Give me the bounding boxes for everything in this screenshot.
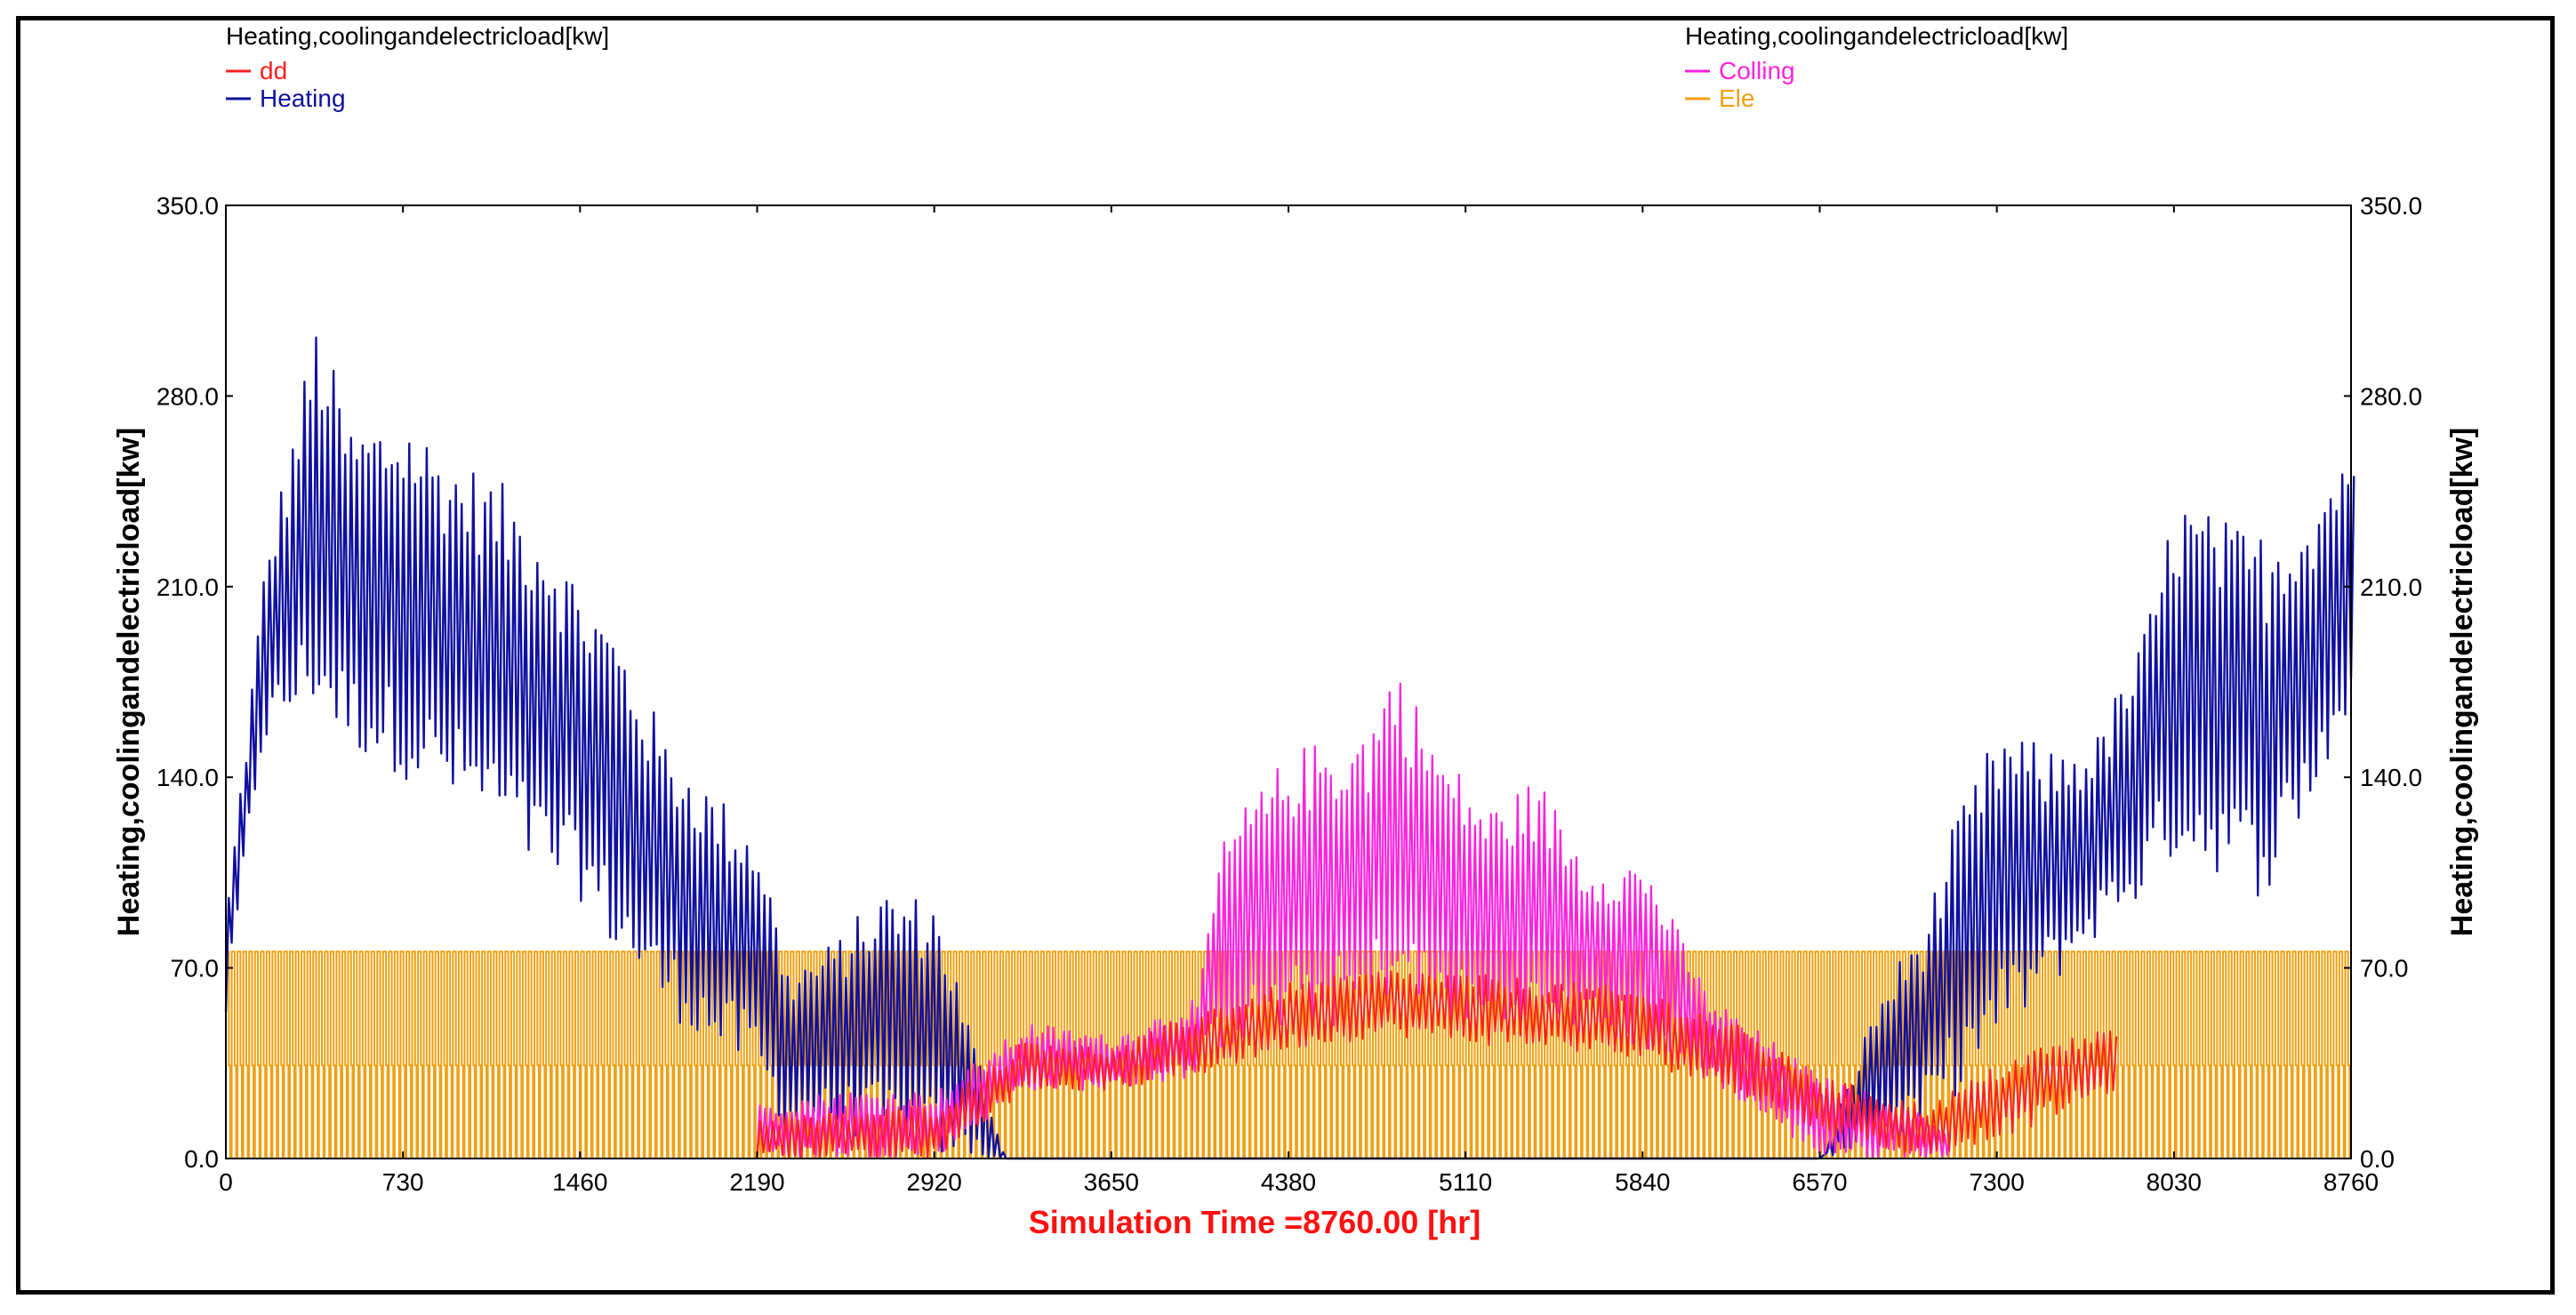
y-tick-label: 280.0 bbox=[156, 382, 219, 410]
x-tick-label: 8760 bbox=[2323, 1168, 2379, 1196]
x-tick-label: 730 bbox=[382, 1168, 424, 1196]
x-tick-label: 6570 bbox=[1792, 1168, 1847, 1196]
x-tick-label: 8030 bbox=[2147, 1168, 2202, 1196]
series-ele bbox=[225, 950, 2351, 1159]
y-axis-left-title: Heating,coolingandelectricload[kw] bbox=[112, 428, 146, 936]
x-tick-label: 2190 bbox=[729, 1168, 784, 1196]
x-tick-label: 5110 bbox=[1439, 1168, 1492, 1196]
legend-colling-label: Colling bbox=[1719, 57, 1795, 84]
legend-right-header: Heating,coolingandelectricload[kw] bbox=[1685, 22, 2068, 50]
x-tick-label: 3650 bbox=[1084, 1168, 1139, 1196]
x-tick-label: 5840 bbox=[1615, 1168, 1670, 1196]
y2-tick-label: 140.0 bbox=[2360, 764, 2422, 791]
ele-line bbox=[225, 950, 2351, 1159]
legend-dd-label: dd bbox=[260, 57, 287, 84]
y2-tick-label: 350.0 bbox=[2360, 192, 2422, 220]
y-axis-left: 0.0 70.0 140.0 210.0 280.0 350.0 bbox=[156, 192, 233, 1173]
legend-left: Heating,coolingandelectricload[kw] dd He… bbox=[226, 22, 609, 112]
x-tick-label: 1460 bbox=[552, 1168, 607, 1196]
y2-tick-label: 0.0 bbox=[2360, 1145, 2395, 1173]
legend-right: Heating,coolingandelectricload[kw] Colli… bbox=[1685, 22, 2068, 112]
series-dd bbox=[756, 970, 2118, 1159]
y2-tick-label: 210.0 bbox=[2360, 573, 2422, 601]
y-tick-label: 350.0 bbox=[156, 192, 219, 220]
x-tick-label: 2920 bbox=[907, 1168, 962, 1196]
x-tick-label: 4380 bbox=[1261, 1168, 1316, 1196]
x-axis: 0 730 1460 2190 2920 3650 4380 5110 5840 6570 7300… bbox=[219, 205, 2379, 1196]
x-axis-title: Simulation Time =8760.00 [hr] bbox=[1029, 1204, 1481, 1240]
y-tick-label: 140.0 bbox=[156, 764, 219, 791]
heating-line bbox=[224, 336, 2355, 1160]
y-tick-label: 0.0 bbox=[184, 1145, 219, 1173]
x-tick-label: 0 bbox=[219, 1168, 233, 1196]
y-axis-right-title: Heating,coolingandelectricload[kw] bbox=[2445, 428, 2479, 936]
y2-tick-label: 70.0 bbox=[2360, 955, 2409, 982]
y-axis-right: 0.0 70.0 140.0 210.0 280.0 350.0 bbox=[2344, 192, 2422, 1173]
y2-tick-label: 280.0 bbox=[2360, 382, 2422, 410]
legend-left-header: Heating,coolingandelectricload[kw] bbox=[226, 22, 609, 50]
legend-heating-label: Heating bbox=[260, 84, 346, 112]
legend-ele-label: Ele bbox=[1719, 84, 1754, 112]
y-tick-label: 70.0 bbox=[171, 955, 220, 982]
dd-line bbox=[756, 970, 2118, 1159]
y-tick-label: 210.0 bbox=[156, 573, 219, 601]
x-tick-label: 7300 bbox=[1970, 1168, 2025, 1196]
plot-area bbox=[224, 204, 2355, 1160]
series-heating bbox=[224, 336, 2355, 1160]
